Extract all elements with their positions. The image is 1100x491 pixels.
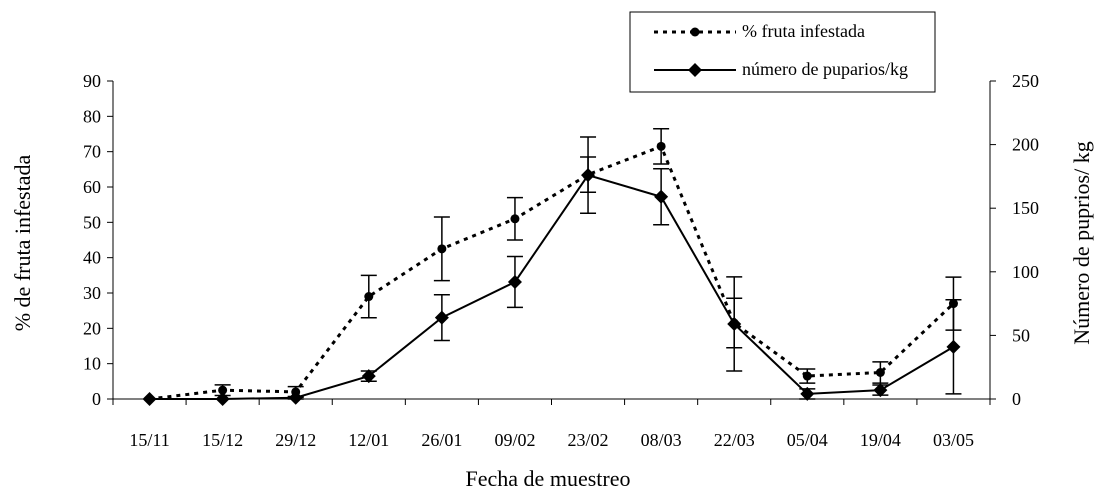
point-infestada — [802, 371, 812, 381]
point-puparios — [800, 386, 815, 401]
point-puparios — [581, 168, 596, 183]
x-tick-label: 23/02 — [568, 430, 609, 450]
y-left-tick-label: 40 — [83, 248, 101, 268]
y-left-tick-label: 10 — [83, 354, 101, 374]
x-axis-title: Fecha de muestreo — [466, 466, 631, 491]
legend-marker-puparios — [688, 63, 702, 77]
legend-box — [629, 11, 936, 93]
point-puparios — [361, 369, 376, 384]
x-tick-label: 29/12 — [275, 430, 316, 450]
x-tick-label: 22/03 — [714, 430, 755, 450]
y-left-tick-label: 80 — [83, 106, 101, 126]
plot-area: 0 10 20 30 40 50 60 70 80 90 0 50 100 150 200 250 15/11 1… — [83, 71, 1039, 450]
legend-label-puparios: número de puparios/kg — [742, 59, 908, 79]
legend-marker-infestada — [690, 27, 700, 37]
point-infestada — [218, 385, 228, 395]
point-puparios — [142, 392, 157, 406]
point-infestada — [510, 214, 520, 224]
y-left-tick-label: 30 — [83, 283, 101, 303]
y-right-tick-label: 50 — [1012, 325, 1030, 345]
x-tick-label: 12/01 — [348, 430, 389, 450]
y-left-tick-label: 50 — [83, 212, 101, 232]
x-tick-label: 03/05 — [933, 430, 974, 450]
point-puparios — [507, 274, 522, 289]
y-right-tick-label: 200 — [1012, 135, 1039, 155]
y-left-tick-label: 20 — [83, 318, 101, 338]
point-puparios — [727, 316, 742, 331]
x-tick-label: 08/03 — [641, 430, 682, 450]
y-right-tick-label: 0 — [1012, 389, 1021, 409]
y-right-tick-label: 150 — [1012, 198, 1039, 218]
y-axis-right-title: Número de puprios/ kg — [1069, 141, 1094, 344]
y-left-tick-label: 90 — [83, 71, 101, 91]
point-puparios — [434, 310, 449, 325]
point-puparios — [873, 383, 888, 398]
y-left-tick-label: 60 — [83, 177, 101, 197]
y-right-tick-label: 250 — [1012, 71, 1039, 91]
y-axis-left-title: % de fruta infestada — [10, 155, 35, 332]
y-right-tick-label: 100 — [1012, 262, 1039, 282]
point-puparios — [946, 339, 961, 354]
point-puparios — [654, 189, 669, 204]
x-tick-label: 09/02 — [494, 430, 535, 450]
x-tick-label: 26/01 — [421, 430, 462, 450]
x-tick-label: 15/11 — [129, 430, 169, 450]
series-line-puparios — [149, 173, 954, 400]
x-tick-label: 05/04 — [787, 430, 828, 450]
y-left-tick-label: 70 — [83, 142, 101, 162]
legend-label-infestada: % fruta infestada — [742, 21, 865, 41]
x-tick-label: 15/12 — [202, 430, 243, 450]
point-infestada — [875, 368, 885, 377]
point-infestada — [364, 292, 374, 302]
y-left-tick-label: 0 — [92, 389, 101, 409]
point-infestada — [437, 244, 447, 254]
point-infestada — [656, 141, 666, 151]
point-puparios — [288, 390, 303, 405]
series-line-infestada — [149, 144, 955, 401]
x-tick-label: 19/04 — [860, 430, 901, 450]
legend: % fruta infestada número de puparios/kg — [629, 11, 936, 93]
point-puparios — [215, 392, 230, 406]
